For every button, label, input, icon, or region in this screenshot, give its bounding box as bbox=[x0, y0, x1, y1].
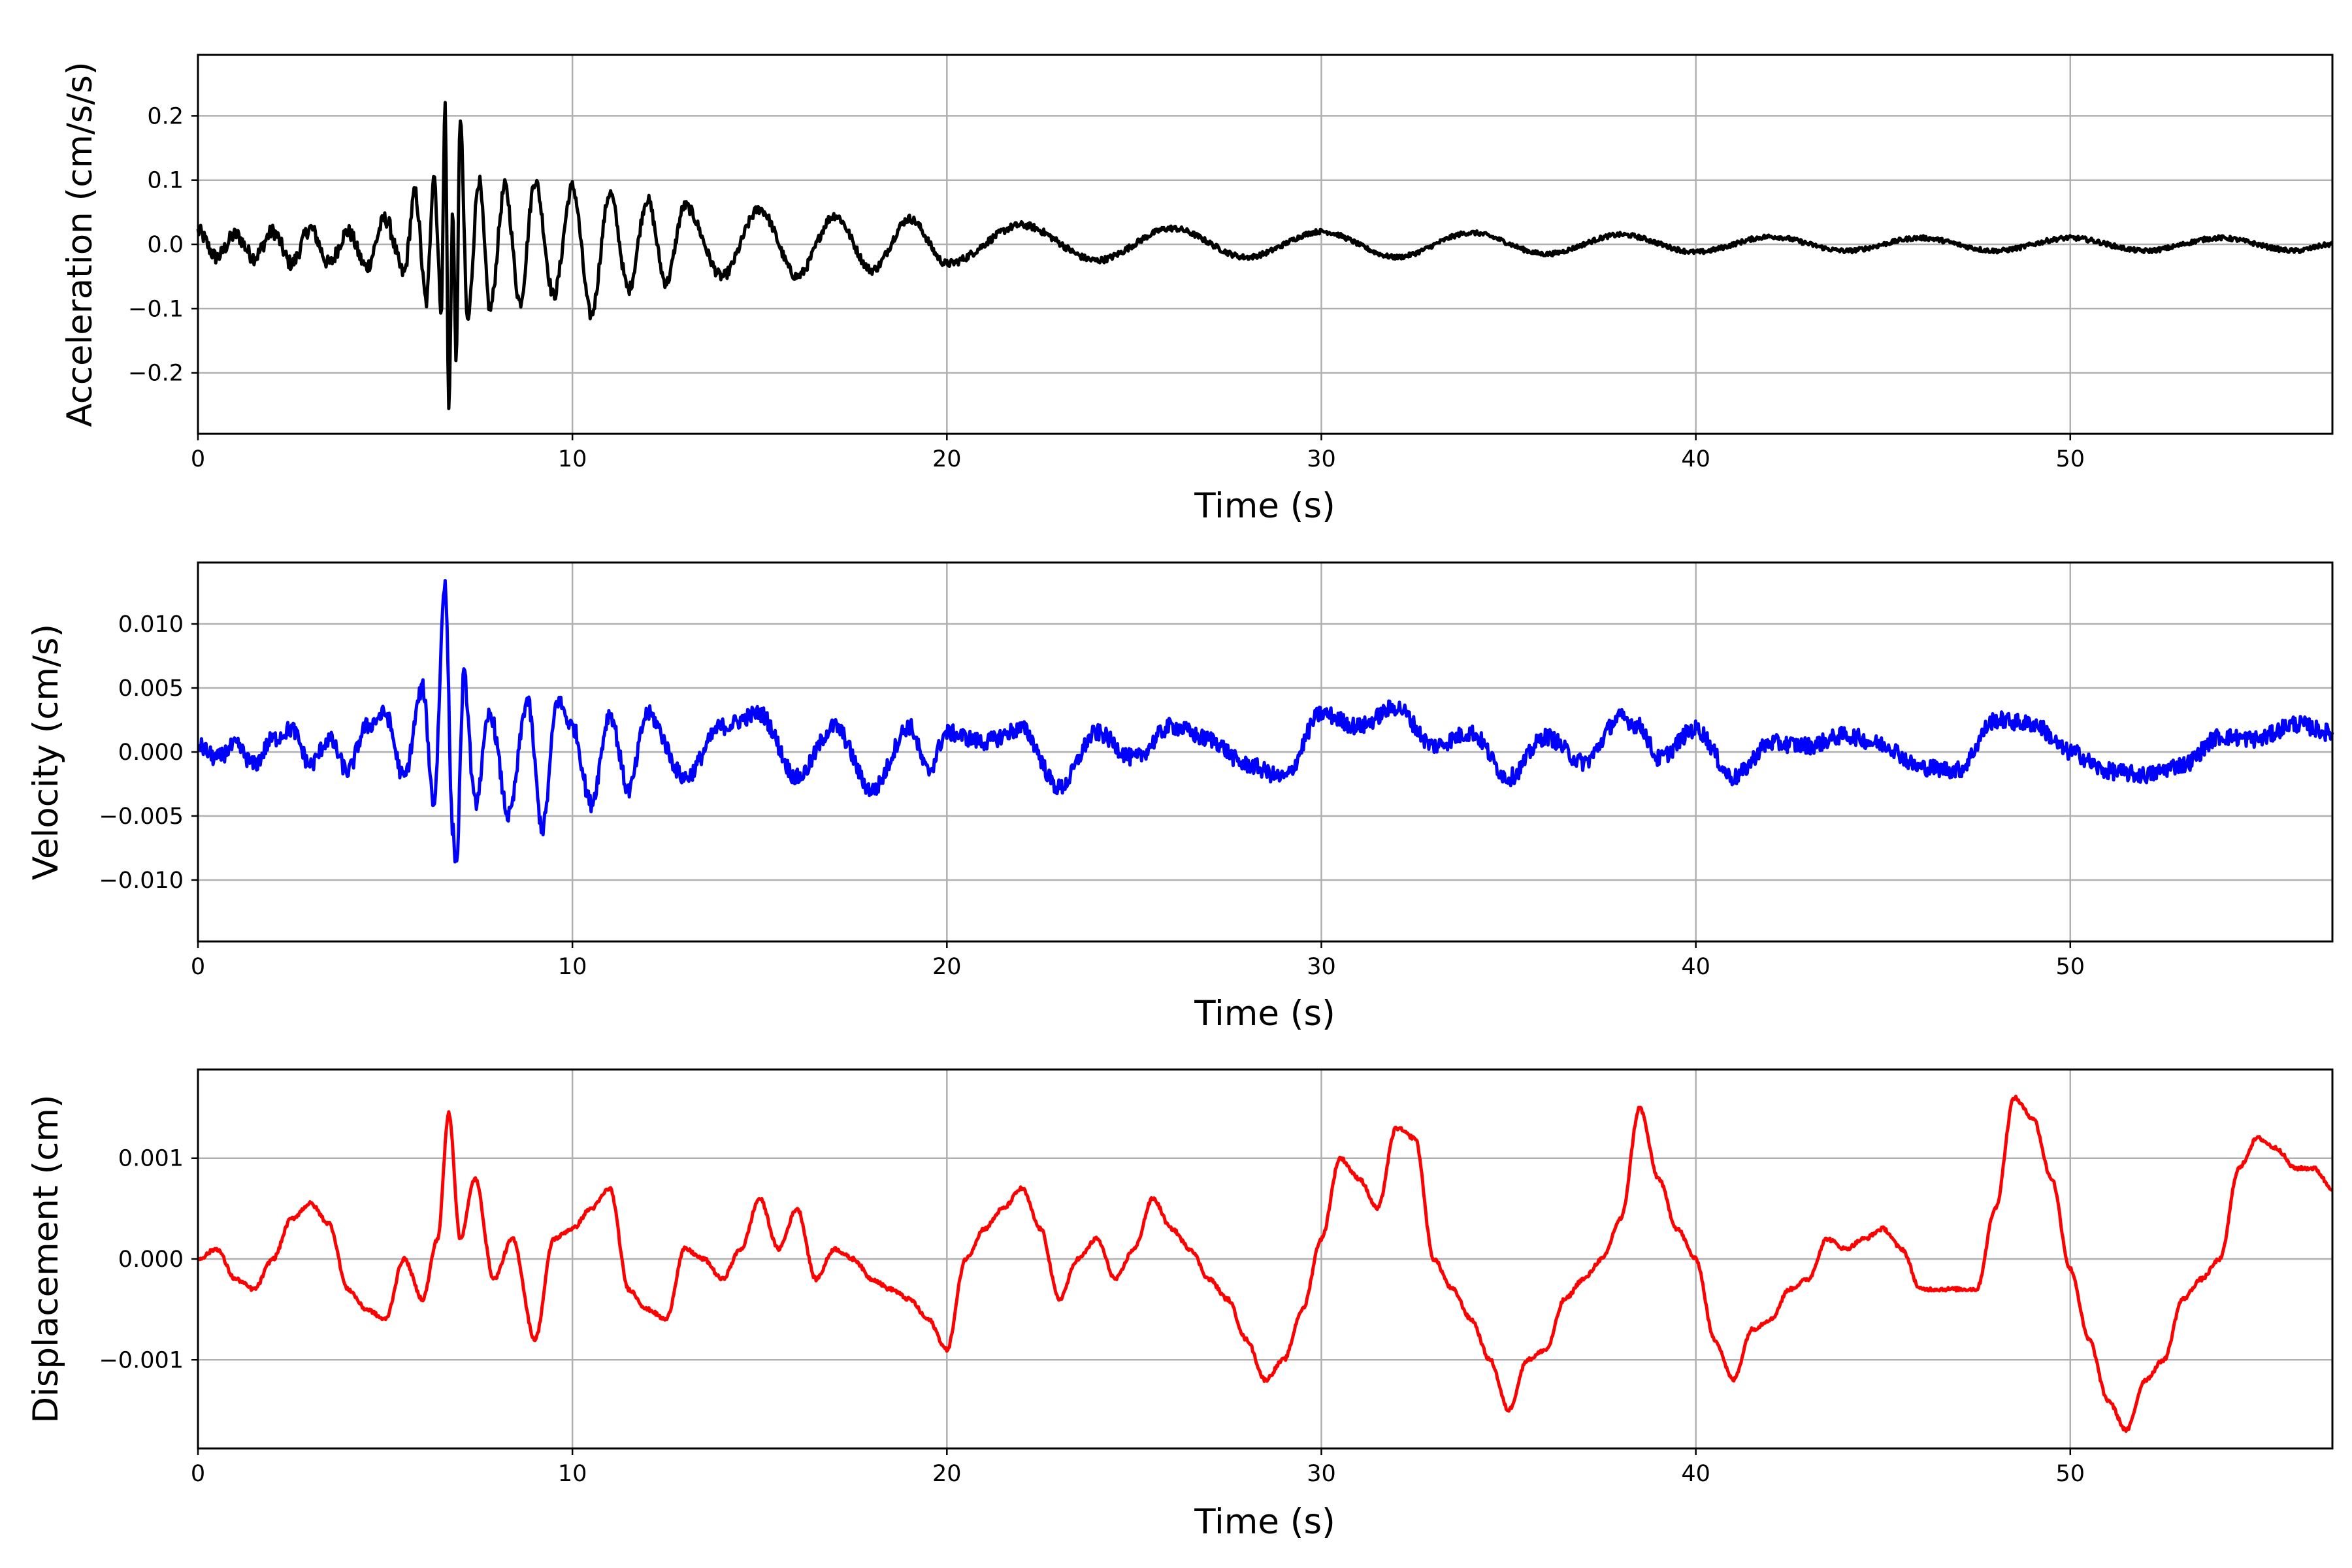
velocity-y-tick-label: 0.005 bbox=[118, 676, 184, 702]
velocity-y-tick-label: 0.000 bbox=[118, 740, 184, 766]
acceleration-x-tick-label: 0 bbox=[191, 446, 205, 472]
displacement-x-axis-title: Time (s) bbox=[1194, 1502, 1335, 1542]
displacement-x-tick-label: 50 bbox=[2056, 1461, 2085, 1487]
acceleration-x-tick-label: 10 bbox=[558, 446, 587, 472]
acceleration-x-axis-title: Time (s) bbox=[1194, 486, 1335, 526]
acceleration-panel: 0 10 20 30 40 50 −0.2 −0.1 0.0 0.1 0.2 Time (s) Ac… bbox=[60, 54, 2334, 526]
acceleration-x-tick-label: 20 bbox=[932, 446, 962, 472]
velocity-x-tick-label: 20 bbox=[932, 954, 962, 980]
acceleration-y-tick-label: −0.2 bbox=[128, 361, 184, 387]
displacement-panel: 0 10 20 30 40 50 −0.001 0.000 0.001 Time (s) Dis… bbox=[26, 1068, 2334, 1542]
acceleration-y-tick-label: 0.1 bbox=[147, 168, 184, 194]
velocity-x-tick-label: 40 bbox=[1681, 954, 1710, 980]
acceleration-y-tick-label: 0.2 bbox=[147, 103, 184, 129]
displacement-y-tick-label: 0.000 bbox=[118, 1247, 184, 1273]
displacement-x-tick-label: 10 bbox=[558, 1461, 587, 1487]
acceleration-y-tick-label: −0.1 bbox=[128, 296, 184, 322]
velocity-x-axis-title: Time (s) bbox=[1194, 994, 1335, 1034]
velocity-x-tick-label: 0 bbox=[191, 954, 205, 980]
acceleration-x-tick-label: 30 bbox=[1307, 446, 1336, 472]
displacement-series-line bbox=[197, 1094, 2334, 1433]
velocity-series-line bbox=[197, 579, 2334, 864]
displacement-x-tick-label: 20 bbox=[932, 1461, 962, 1487]
velocity-x-tick-label: 10 bbox=[558, 954, 587, 980]
displacement-y-tick-label: 0.001 bbox=[118, 1146, 184, 1172]
velocity-panel: 0 10 20 30 40 50 −0.010 −0.005 0.000 0.005 0.010 T… bbox=[26, 561, 2334, 1034]
acceleration-x-tick-label: 50 bbox=[2056, 446, 2085, 472]
velocity-x-tick-label: 50 bbox=[2056, 954, 2085, 980]
acceleration-y-tick-label: 0.0 bbox=[147, 232, 184, 258]
displacement-y-axis-title: Displacement (cm) bbox=[26, 1094, 66, 1423]
displacement-x-tick-label: 40 bbox=[1681, 1461, 1710, 1487]
velocity-y-tick-label: −0.010 bbox=[99, 868, 184, 894]
displacement-x-tick-label: 30 bbox=[1307, 1461, 1336, 1487]
velocity-y-tick-label: −0.005 bbox=[99, 804, 184, 830]
acceleration-y-axis-title: Acceleration (cm/s/s) bbox=[60, 61, 100, 427]
velocity-y-tick-label: 0.010 bbox=[118, 612, 184, 638]
velocity-y-axis-title: Velocity (cm/s) bbox=[26, 624, 66, 880]
displacement-y-tick-label: −0.001 bbox=[99, 1347, 184, 1373]
displacement-x-tick-label: 0 bbox=[191, 1461, 205, 1487]
acceleration-series-line bbox=[196, 101, 2334, 410]
velocity-x-tick-label: 30 bbox=[1307, 954, 1336, 980]
acceleration-x-tick-label: 40 bbox=[1681, 446, 1710, 472]
